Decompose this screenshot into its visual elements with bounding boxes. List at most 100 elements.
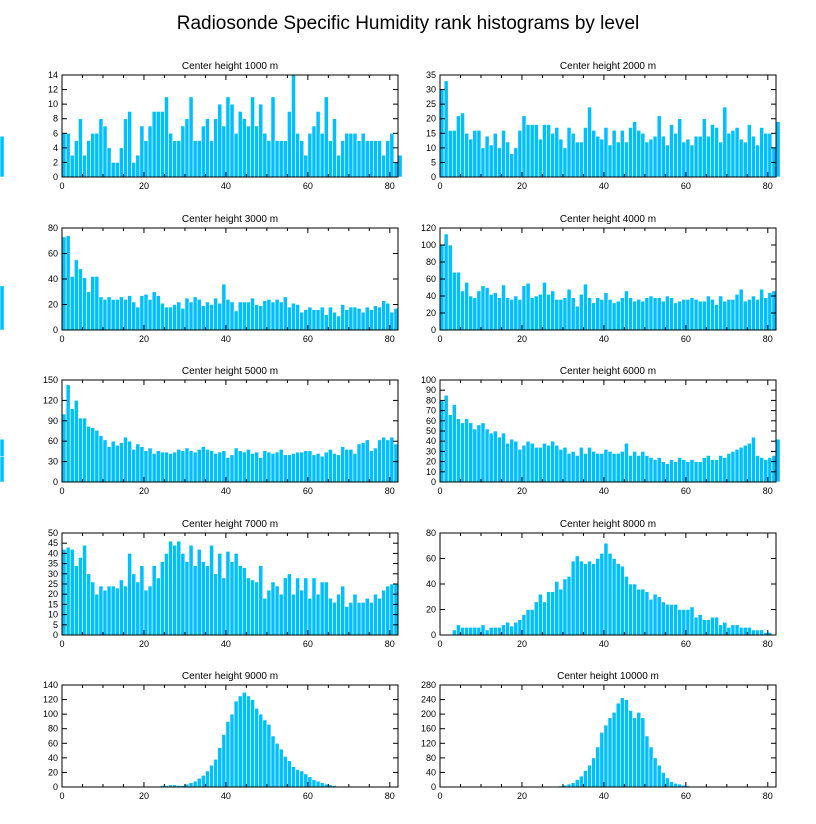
histogram-bar: [340, 140, 346, 178]
histogram-bar: [652, 757, 658, 788]
histogram-bar: [619, 130, 625, 178]
y-tick-label: 20: [426, 114, 436, 124]
histogram-bar: [701, 300, 707, 331]
histogram-bar: [90, 276, 96, 331]
x-tick-label: 40: [221, 639, 231, 649]
histogram-bar: [665, 144, 670, 178]
histogram-bar: [685, 299, 691, 331]
histogram-bar: [323, 451, 329, 483]
histogram-bar: [254, 581, 259, 636]
histogram-bar: [229, 454, 235, 483]
histogram-bar: [213, 759, 219, 788]
x-tick-label: 60: [681, 639, 691, 649]
histogram-bar: [656, 764, 662, 788]
histogram-bar: [119, 579, 124, 636]
histogram-bar: [110, 162, 116, 178]
histogram-bar: [348, 602, 354, 636]
histogram-bar: [542, 601, 547, 636]
histogram-bar: [94, 276, 100, 331]
histogram-bar: [599, 138, 605, 178]
histogram-bar: [648, 138, 654, 178]
y-tick-label: 0: [53, 782, 58, 792]
histogram-bar: [377, 597, 382, 636]
histogram-bar: [184, 447, 190, 483]
histogram-bar: [160, 302, 165, 331]
histogram-bar: [295, 769, 300, 788]
histogram-bar: [94, 132, 100, 178]
histogram-bar: [468, 295, 474, 331]
histogram-bar: [192, 140, 198, 178]
histogram-bar: [636, 455, 642, 483]
histogram-bar: [340, 446, 346, 483]
histogram-bar: [669, 124, 674, 178]
histogram-bar: [464, 627, 469, 636]
histogram-bar: [172, 140, 178, 178]
histogram-bar: [221, 450, 227, 483]
histogram-bar: [677, 609, 683, 636]
histogram-bar: [225, 299, 231, 331]
histogram-bar: [599, 732, 605, 788]
histogram-bar: [262, 450, 268, 483]
histogram-bar: [660, 772, 666, 788]
histogram-bar: [373, 447, 378, 483]
histogram-bar: [517, 619, 523, 636]
histogram-bar: [509, 625, 515, 636]
histogram-bar: [550, 591, 556, 636]
histogram-bar: [90, 132, 96, 178]
histogram-bar: [665, 604, 670, 636]
histogram-bar: [319, 581, 325, 636]
histogram-bar: [640, 300, 646, 331]
histogram-bar: [624, 442, 629, 483]
histogram-bar: [168, 306, 173, 331]
histogram-bar: [201, 305, 206, 331]
histogram-bar: [274, 742, 280, 788]
x-tick-label: 20: [517, 334, 527, 344]
histogram-bar: [217, 451, 223, 483]
histogram-bar: [570, 560, 576, 636]
histogram-bar: [693, 299, 699, 331]
histogram-bar: [291, 593, 296, 636]
histogram-bar: [196, 549, 202, 636]
y-tick-label: 30: [48, 457, 58, 467]
histogram-bar: [332, 118, 337, 178]
histogram-bar: [755, 629, 760, 636]
histogram-bar: [307, 450, 313, 483]
histogram-bar: [529, 609, 535, 636]
histogram-bar: [607, 451, 613, 483]
histogram-bar: [562, 578, 568, 636]
histogram-bar: [488, 627, 494, 636]
histogram-bar: [517, 130, 523, 178]
histogram-bar: [237, 301, 243, 331]
histogram-bar: [570, 782, 576, 788]
histogram-bar: [82, 544, 87, 636]
histogram-bar: [295, 304, 300, 331]
x-tick-label: 0: [59, 181, 64, 191]
histogram-bar: [123, 436, 128, 483]
histogram-bar: [722, 457, 728, 483]
histogram-bar: [233, 310, 239, 331]
histogram-bar: [69, 549, 75, 636]
histogram-bar: [632, 300, 637, 331]
histogram-bar: [673, 132, 678, 178]
histogram-bar: [484, 287, 490, 331]
panel-2: Center height 2000 m0 20 40 60 8005101520253…: [0, 61, 781, 191]
histogram-bar: [644, 297, 650, 331]
histogram-bar: [460, 627, 465, 636]
histogram-bar: [127, 553, 132, 636]
histogram-bar: [624, 290, 629, 331]
histogram-bar: [184, 118, 190, 178]
histogram-bar: [315, 593, 321, 636]
histogram-bar: [697, 300, 703, 331]
x-tick-label: 0: [437, 334, 442, 344]
histogram-bar: [250, 297, 255, 331]
histogram-bar: [229, 713, 235, 788]
histogram-bar: [151, 565, 157, 636]
histogram-bar: [771, 455, 777, 483]
histogram-bar: [726, 453, 732, 483]
histogram-bar: [188, 782, 194, 788]
histogram-bar: [258, 103, 264, 178]
histogram-bar: [636, 130, 642, 178]
histogram-bar: [90, 581, 96, 636]
histogram-bar: [188, 301, 194, 331]
histogram-bar: [381, 300, 387, 331]
